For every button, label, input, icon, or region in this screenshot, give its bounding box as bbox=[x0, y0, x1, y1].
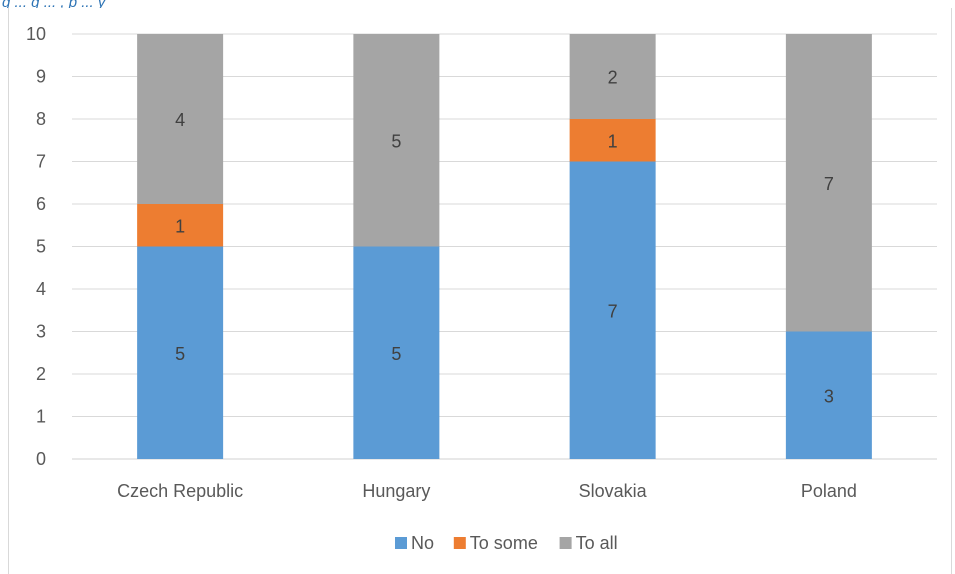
data-label: 7 bbox=[608, 301, 618, 321]
y-tick-label: 3 bbox=[36, 322, 46, 342]
bar-segment bbox=[137, 246, 224, 459]
data-label: 2 bbox=[608, 68, 618, 88]
data-label: 5 bbox=[391, 344, 401, 364]
bar-segment bbox=[569, 161, 656, 459]
bar-segment bbox=[785, 331, 872, 459]
x-tick-label: Czech Republic bbox=[117, 481, 243, 501]
data-label: 1 bbox=[608, 131, 618, 151]
x-tick-label: Hungary bbox=[362, 481, 430, 501]
bar-segment bbox=[569, 34, 656, 119]
data-label: 4 bbox=[175, 110, 185, 130]
chart-caption: g ... g ... , p ... y bbox=[2, 0, 952, 8]
bar-segment bbox=[353, 246, 440, 459]
x-tick-label: Poland bbox=[801, 481, 857, 501]
data-label: 1 bbox=[175, 216, 185, 236]
bar-segment bbox=[569, 119, 656, 162]
data-label: 5 bbox=[175, 344, 185, 364]
bar-segment bbox=[353, 34, 440, 247]
legend-swatch bbox=[453, 537, 466, 549]
y-tick-label: 6 bbox=[36, 194, 46, 214]
y-tick-label: 2 bbox=[36, 364, 46, 384]
y-tick-label: 7 bbox=[36, 152, 46, 172]
legend-label: To some bbox=[470, 533, 538, 553]
y-tick-label: 8 bbox=[36, 109, 46, 129]
bar-segment bbox=[137, 34, 224, 204]
legend-swatch bbox=[559, 537, 572, 549]
y-tick-label: 1 bbox=[36, 407, 46, 427]
y-tick-label: 9 bbox=[36, 67, 46, 87]
bars bbox=[137, 34, 872, 459]
data-label: 5 bbox=[391, 131, 401, 151]
bar-segment bbox=[137, 204, 224, 247]
data-label: 7 bbox=[824, 174, 834, 194]
data-labels: 5 1 4 5 5 7 1 2 3 7 bbox=[175, 68, 834, 407]
legend-label: No bbox=[411, 533, 434, 553]
y-tick-label: 5 bbox=[36, 237, 46, 257]
legend-label: To all bbox=[576, 533, 618, 553]
legend-swatch bbox=[395, 537, 407, 549]
y-tick-label: 4 bbox=[36, 279, 46, 299]
y-tick-label: 10 bbox=[26, 24, 46, 44]
x-axis-ticks: Czech Republic Hungary Slovakia Poland bbox=[117, 481, 857, 501]
y-axis-ticks: 0 1 2 3 4 5 6 7 8 9 10 bbox=[26, 24, 46, 469]
data-label: 3 bbox=[824, 386, 834, 406]
y-tick-label: 0 bbox=[36, 449, 46, 469]
bar-segment bbox=[785, 34, 872, 332]
chart-frame bbox=[8, 8, 952, 574]
legend: No To some To all bbox=[395, 533, 618, 553]
x-tick-label: Slovakia bbox=[579, 481, 648, 501]
